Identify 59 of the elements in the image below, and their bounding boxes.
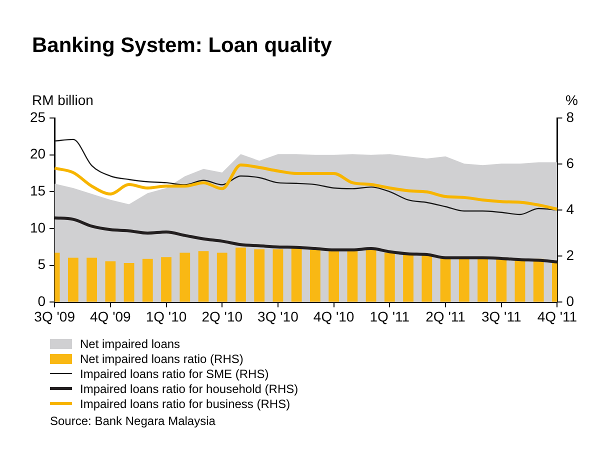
bar: [347, 251, 358, 302]
bar: [142, 258, 153, 302]
bar: [161, 257, 172, 302]
bar: [328, 251, 340, 302]
chart-title: Banking System: Loan quality: [32, 34, 332, 58]
line-series: [54, 138, 558, 216]
y-tick-label: 10: [30, 219, 46, 236]
y-tick-label: 20: [30, 146, 46, 162]
bar: [105, 261, 116, 302]
legend-label: Net impaired loans: [80, 336, 180, 350]
bar: [458, 258, 470, 302]
bar: [310, 250, 320, 302]
bar: [68, 258, 78, 302]
bar: [440, 258, 451, 302]
bar: [254, 249, 265, 302]
x-tick-label: 2Q '10: [202, 308, 243, 324]
x-tick-label: 2Q '11: [426, 308, 466, 324]
y2-tick-label: 6: [566, 154, 574, 171]
bar: [86, 258, 97, 302]
legend-label: Impaired loans ratio for SME (RHS): [80, 366, 269, 380]
bar: [216, 252, 228, 302]
y-tick-label: 5: [38, 256, 46, 272]
y-tick-label: 0: [38, 293, 46, 310]
bar: [478, 258, 488, 302]
x-tick-label: 3Q '09: [34, 308, 76, 324]
y-tick-label: 25: [30, 108, 46, 125]
line-series: [53, 216, 559, 264]
legend-label: Impaired loans ratio for business (RHS): [80, 396, 290, 410]
bar: [180, 252, 190, 302]
bar: [496, 258, 507, 302]
y-tick-label: 15: [30, 182, 46, 199]
source-note: Source: Bank Negara Malaysia: [50, 414, 216, 428]
bar: [514, 258, 526, 302]
y2-axis-title: %: [566, 92, 578, 108]
bar: [403, 254, 414, 302]
x-tick-label: 1Q '10: [146, 308, 187, 324]
y-axis-title: RM billion: [32, 92, 94, 108]
bar: [366, 250, 376, 302]
x-tick-label: 4Q '11: [537, 308, 578, 324]
x-tick-label: 1Q '11: [370, 308, 410, 324]
x-tick-label: 4Q '09: [90, 308, 132, 324]
bar: [384, 252, 395, 302]
legend-label: Net impaired loans ratio (RHS): [80, 352, 244, 366]
bar: [533, 258, 544, 302]
y2-tick-label: 4: [566, 200, 574, 217]
x-tick-label: 4Q '10: [313, 308, 354, 324]
legend-label: Impaired loans ratio for household (RHS): [80, 382, 298, 396]
bar: [422, 254, 432, 302]
bar: [124, 263, 134, 302]
x-tick-label: 3Q '10: [258, 308, 299, 324]
y2-tick-label: 0: [566, 293, 574, 310]
x-tick-label: 3Q '11: [481, 308, 522, 324]
y2-tick-label: 8: [566, 108, 574, 125]
bar: [291, 248, 302, 302]
bar: [272, 249, 284, 302]
bar: [198, 251, 209, 302]
y2-tick-label: 2: [566, 247, 574, 264]
bar: [236, 248, 246, 302]
line-series: [53, 163, 559, 211]
